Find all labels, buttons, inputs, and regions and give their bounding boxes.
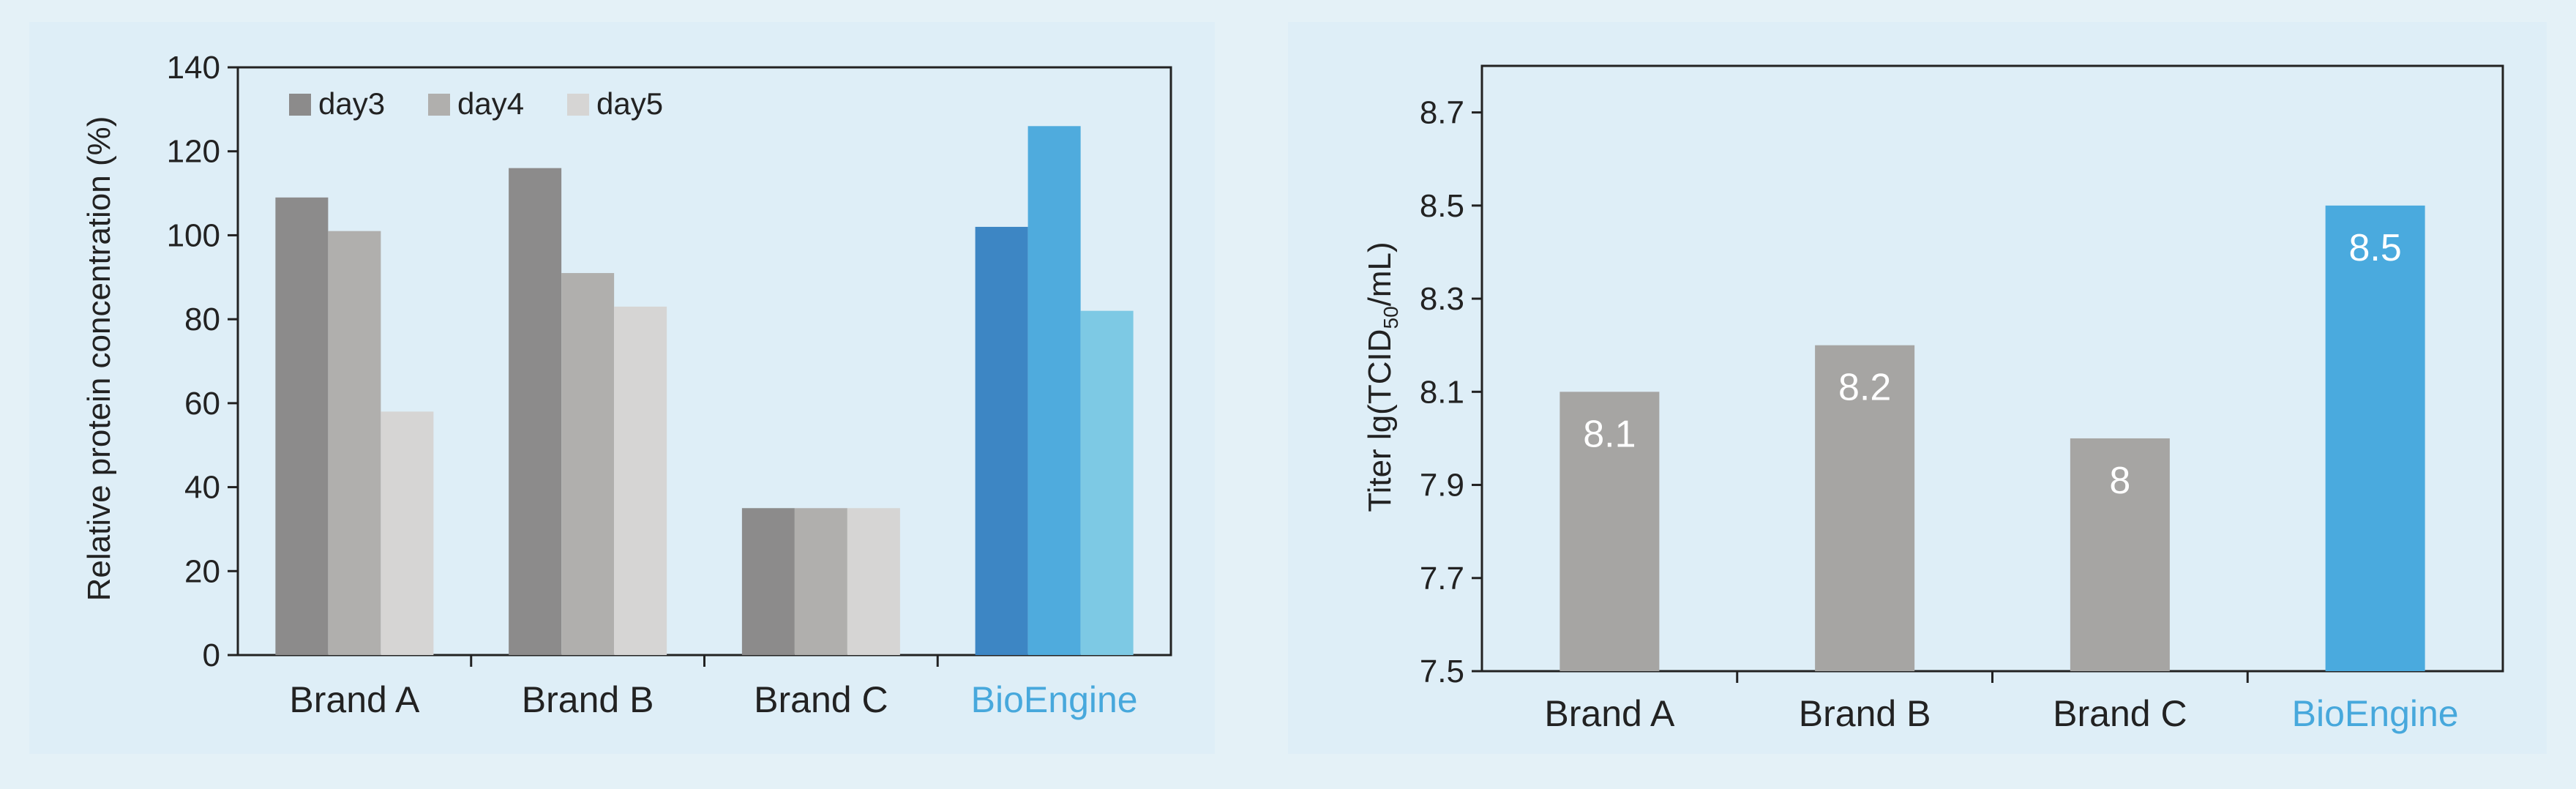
bar-brand-a-day3 [275,197,329,655]
y-axis-label-subscript: 50 [1379,306,1402,329]
bar-bioengine-day4 [1027,126,1081,656]
y-tick-label-140: 140 [167,50,220,86]
y-tick-label-8-5: 8.5 [1420,188,1464,224]
legend-label-day3: day3 [318,86,385,121]
bar-brand-a-day5 [381,411,434,655]
y-tick-label-40: 40 [184,470,220,506]
protein-concentration-chart: Relative protein concentration (%) 0 20 40… [81,50,1172,720]
protein-concentration-panel: Relative protein concentration (%) 0 20 40… [29,22,1215,754]
bar-brand-a-day4 [328,231,381,655]
y-axis-label-prefix: Titer lg(TCID [1362,329,1398,512]
x-tick-label-brand-a: Brand A [1544,693,1675,734]
bar-bioengine-day3 [975,226,1028,655]
y-tick-label-8-7: 8.7 [1420,95,1464,131]
data-label-brand-a: 8.1 [1583,413,1636,455]
data-label-bioengine: 8.5 [2348,227,2401,269]
y-tick-label-120: 120 [167,134,220,170]
bar-brand-c-day4 [794,508,847,655]
bar-brand-c-day5 [847,508,900,655]
x-tick-label-bioengine: BioEngine [2292,693,2459,734]
y-tick-label-8-1: 8.1 [1420,374,1464,410]
bar-bioengine-day5 [1080,310,1134,655]
legend-swatch-day4 [428,94,450,116]
y-axis-label: Titer lg(TCID50/mL) [1362,242,1402,512]
legend-swatch-day5 [567,94,589,116]
y-tick-label-100: 100 [167,217,220,253]
y-tick-label-20: 20 [184,553,220,589]
y-tick-label-80: 80 [184,302,220,337]
titer-panel: Titer lg(TCID50/mL) 7.5 7.7 7.9 8.1 8.3 8.5 8.… [1288,22,2547,754]
x-tick-label-brand-c: Brand C [754,679,888,720]
bar-brand-b-day3 [509,168,562,655]
bar-brand-b [1815,345,1915,671]
data-label-brand-b: 8.2 [1838,367,1891,409]
y-tick-label-7-7: 7.7 [1420,561,1464,597]
y-axis-label-suffix: /mL) [1362,242,1398,306]
legend-label-day5: day5 [596,86,663,121]
legend-swatch-day3 [289,94,311,116]
titer-chart: Titer lg(TCID50/mL) 7.5 7.7 7.9 8.1 8.3 8.5 8.… [1362,64,2504,734]
bar-brand-c [2070,438,2170,671]
y-tick-label-0: 0 [203,637,220,673]
bar-brand-b-day5 [614,306,667,655]
bar-brand-b-day4 [561,273,615,655]
x-tick-label-brand-a: Brand A [289,679,420,720]
bar-bioengine [2325,205,2425,671]
legend-label-day4: day4 [457,86,524,121]
bar-brand-c-day3 [741,508,795,655]
y-tick-label-7-9: 7.9 [1420,468,1464,504]
x-tick-label-brand-b: Brand B [522,679,654,720]
x-tick-label-brand-b: Brand B [1799,693,1931,734]
y-tick-label-60: 60 [184,386,220,422]
y-tick-label-8-3: 8.3 [1420,281,1464,317]
x-tick-label-bioengine: BioEngine [971,679,1138,720]
y-tick-label-7-5: 7.5 [1420,654,1464,689]
x-tick-label-brand-c: Brand C [2053,693,2187,734]
data-label-brand-c: 8 [2109,460,2130,502]
bar-brand-a [1560,392,1660,671]
y-axis-label: Relative protein concentration (%) [81,116,117,602]
